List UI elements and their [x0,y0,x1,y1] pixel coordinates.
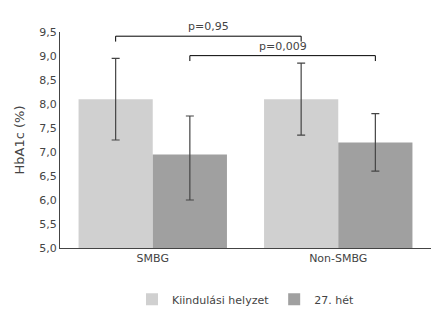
svg-text:5,5: 5,5 [39,218,57,231]
svg-text:Kiindulási helyzet: Kiindulási helyzet [172,294,269,307]
svg-text:7,5: 7,5 [39,122,57,135]
svg-text:9,5: 9,5 [39,26,57,39]
svg-text:6,5: 6,5 [39,170,57,183]
svg-text:27. hét: 27. hét [314,294,354,307]
svg-text:Non-SMBG: Non-SMBG [309,252,367,265]
svg-text:p=0,95: p=0,95 [188,20,229,33]
svg-text:8,5: 8,5 [39,74,57,87]
svg-text:8,0: 8,0 [39,98,57,111]
svg-text:HbA1c (%): HbA1c (%) [12,106,27,175]
svg-text:5,0: 5,0 [39,242,57,255]
svg-text:9,0: 9,0 [39,50,57,63]
svg-text:SMBG: SMBG [137,252,169,265]
svg-text:6,0: 6,0 [39,194,57,207]
svg-text:p=0,009: p=0,009 [259,40,307,53]
svg-text:7,0: 7,0 [39,146,57,159]
